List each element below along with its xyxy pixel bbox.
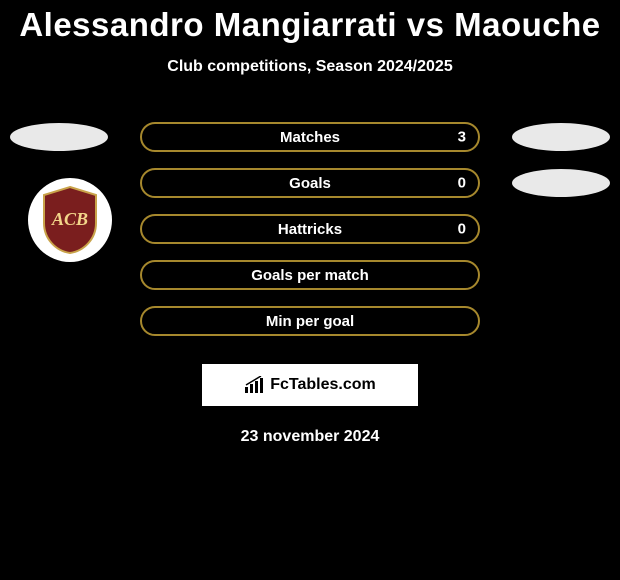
comparison-card: Alessandro Mangiarrati vs Maouche Club c… — [0, 0, 620, 580]
page-subtitle: Club competitions, Season 2024/2025 — [0, 58, 620, 76]
brand-text: FcTables.com — [270, 376, 376, 394]
stat-row: Min per goal — [0, 298, 620, 344]
club-logo-text: ACB — [51, 209, 88, 229]
stat-pill: Goals per match — [140, 260, 480, 290]
player-ellipse-right — [512, 123, 610, 151]
player-ellipse-right — [512, 169, 610, 197]
stat-value: 0 — [458, 175, 466, 192]
stat-pill: Matches 3 — [140, 122, 480, 152]
page-title: Alessandro Mangiarrati vs Maouche — [0, 6, 620, 44]
stat-label: Goals — [289, 175, 331, 192]
stat-label: Matches — [280, 129, 340, 146]
stat-pill: Goals 0 — [140, 168, 480, 198]
stat-value: 3 — [458, 129, 466, 146]
shield-icon: ACB — [40, 185, 100, 255]
stat-pill: Hattricks 0 — [140, 214, 480, 244]
player-ellipse-left — [10, 123, 108, 151]
stat-value: 0 — [458, 221, 466, 238]
club-logo-left: ACB — [28, 178, 112, 262]
stat-row: Goals per match — [0, 252, 620, 298]
stat-label: Min per goal — [266, 313, 354, 330]
stat-pill: Min per goal — [140, 306, 480, 336]
footer-date: 23 november 2024 — [0, 428, 620, 446]
stat-row: Matches 3 — [0, 114, 620, 160]
bar-chart-icon — [244, 376, 266, 394]
brand-badge[interactable]: FcTables.com — [202, 364, 418, 406]
stat-label: Hattricks — [278, 221, 342, 238]
stat-label: Goals per match — [251, 267, 369, 284]
